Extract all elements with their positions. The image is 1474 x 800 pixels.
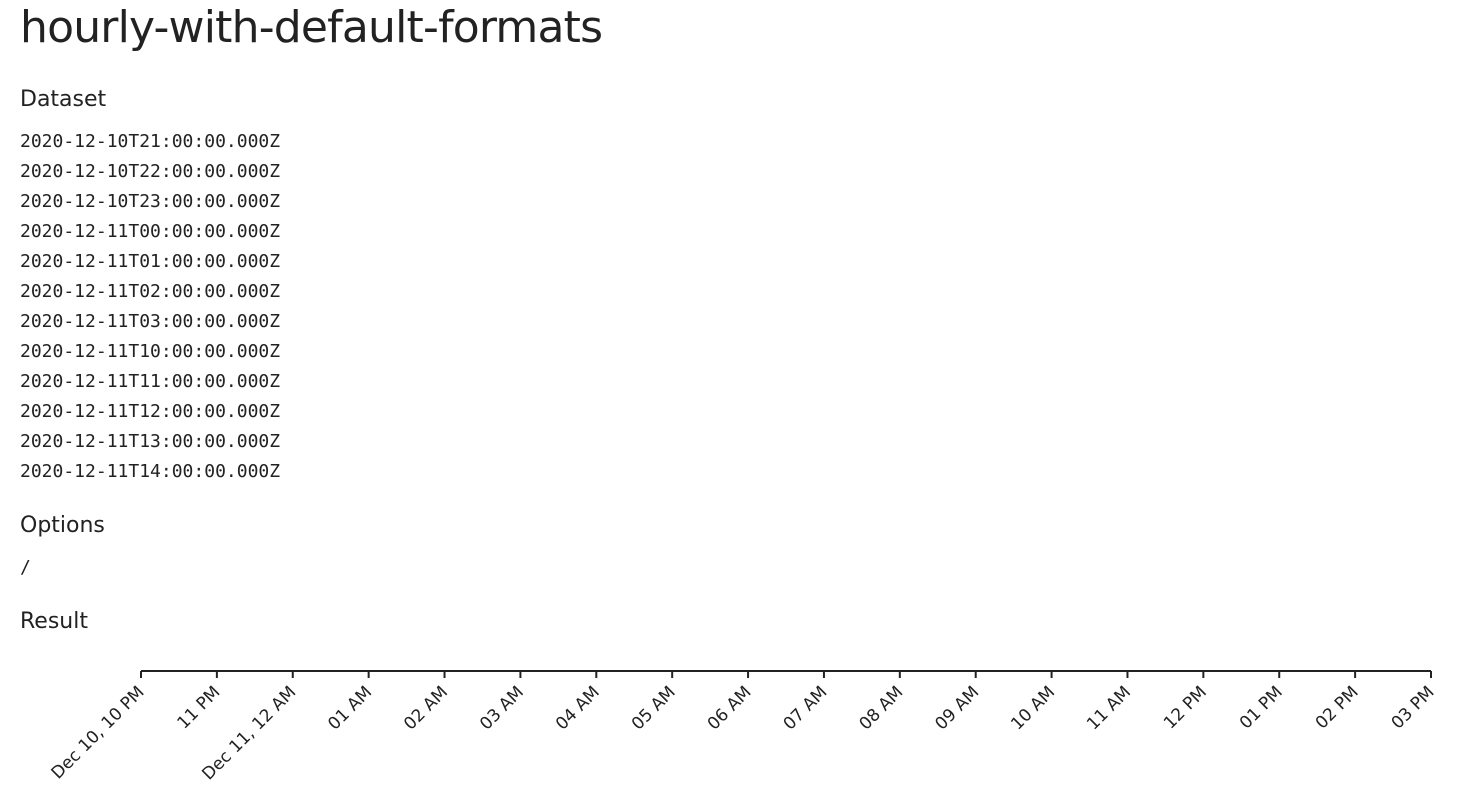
page-title: hourly-with-default-formats: [20, 2, 603, 53]
dataset-list: 2020-12-10T21:00:00.000Z 2020-12-10T22:00…: [20, 127, 280, 487]
axis-tick-label: 05 AM: [628, 682, 680, 734]
axis-tick-label: 11 AM: [1083, 682, 1135, 734]
dataset-item: 2020-12-11T13:00:00.000Z: [20, 431, 281, 452]
dataset-item: 2020-12-11T00:00:00.000Z: [20, 221, 281, 242]
axis-tick-label: 03 AM: [476, 682, 528, 734]
axis-tick-label: 04 AM: [552, 682, 604, 734]
axis-tick-label: 02 AM: [400, 682, 452, 734]
dataset-item: 2020-12-10T22:00:00.000Z: [20, 161, 281, 182]
axis-tick-label: 01 PM: [1236, 682, 1287, 733]
dataset-item: 2020-12-11T10:00:00.000Z: [20, 341, 281, 362]
axis-tick-label: 02 PM: [1312, 682, 1363, 733]
dataset-item: 2020-12-11T01:00:00.000Z: [20, 251, 281, 272]
axis-tick-label: 06 AM: [704, 682, 756, 734]
axis-tick-label: 07 AM: [780, 682, 832, 734]
result-heading: Result: [20, 609, 88, 634]
axis-tick-label: 01 AM: [324, 682, 376, 734]
dataset-heading: Dataset: [20, 87, 107, 112]
axis-tick-label: 12 PM: [1160, 682, 1211, 733]
axis-tick-label: 10 AM: [1007, 682, 1059, 734]
axis-tick-label: Dec 10, 10 PM: [48, 682, 149, 783]
dataset-item: 2020-12-11T03:00:00.000Z: [20, 311, 281, 332]
dataset-item: 2020-12-11T12:00:00.000Z: [20, 401, 281, 422]
dataset-item: 2020-12-11T14:00:00.000Z: [20, 461, 281, 482]
axis-tick-label: 11 PM: [174, 682, 225, 733]
options-value: /: [20, 557, 31, 578]
dataset-item: 2020-12-10T23:00:00.000Z: [20, 191, 281, 212]
dataset-item: 2020-12-10T21:00:00.000Z: [20, 131, 281, 152]
axis-tick-label: 03 PM: [1388, 682, 1439, 733]
options-heading: Options: [20, 513, 105, 538]
axis-tick-label: 08 AM: [855, 682, 907, 734]
dataset-item: 2020-12-11T02:00:00.000Z: [20, 281, 281, 302]
axis-tick-label: 09 AM: [931, 682, 983, 734]
dataset-item: 2020-12-11T11:00:00.000Z: [20, 371, 281, 392]
